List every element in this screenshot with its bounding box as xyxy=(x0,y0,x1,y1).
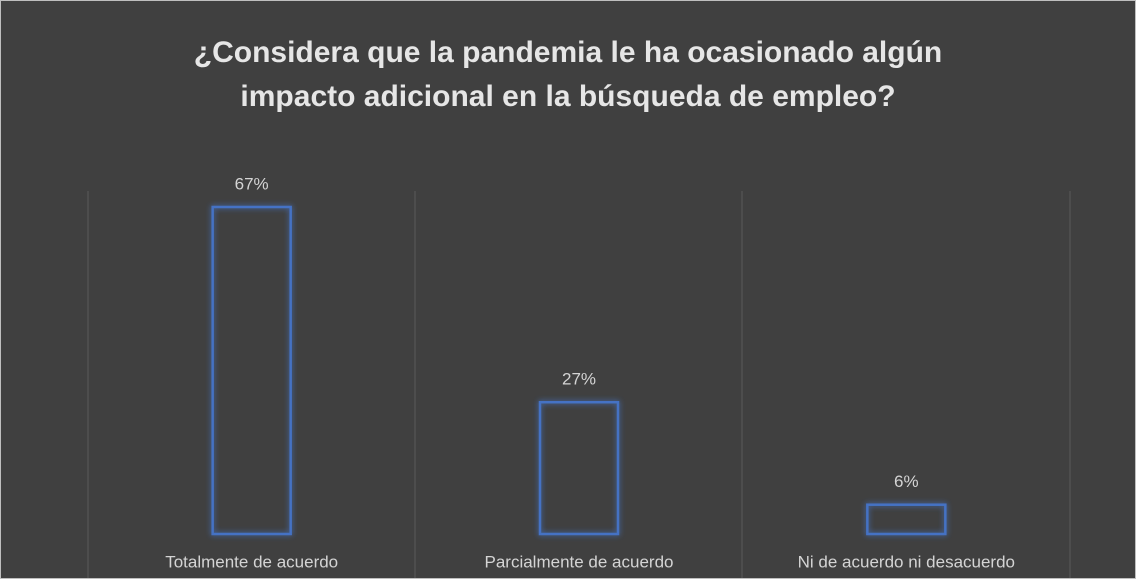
bar xyxy=(866,503,947,536)
bar xyxy=(538,400,620,536)
data-label: 27% xyxy=(562,370,596,389)
x-tick-label: Totalmente de acuerdo xyxy=(165,552,338,571)
data-label: 67% xyxy=(235,174,269,193)
x-tick-label: Ni de acuerdo ni desacuerdo xyxy=(798,552,1015,571)
bar xyxy=(211,205,292,536)
chart-title: ¿Considera que la pandemia le ha ocasion… xyxy=(193,36,943,113)
x-tick-label: Parcialmente de acuerdo xyxy=(484,552,673,571)
data-label: 6% xyxy=(894,472,919,491)
